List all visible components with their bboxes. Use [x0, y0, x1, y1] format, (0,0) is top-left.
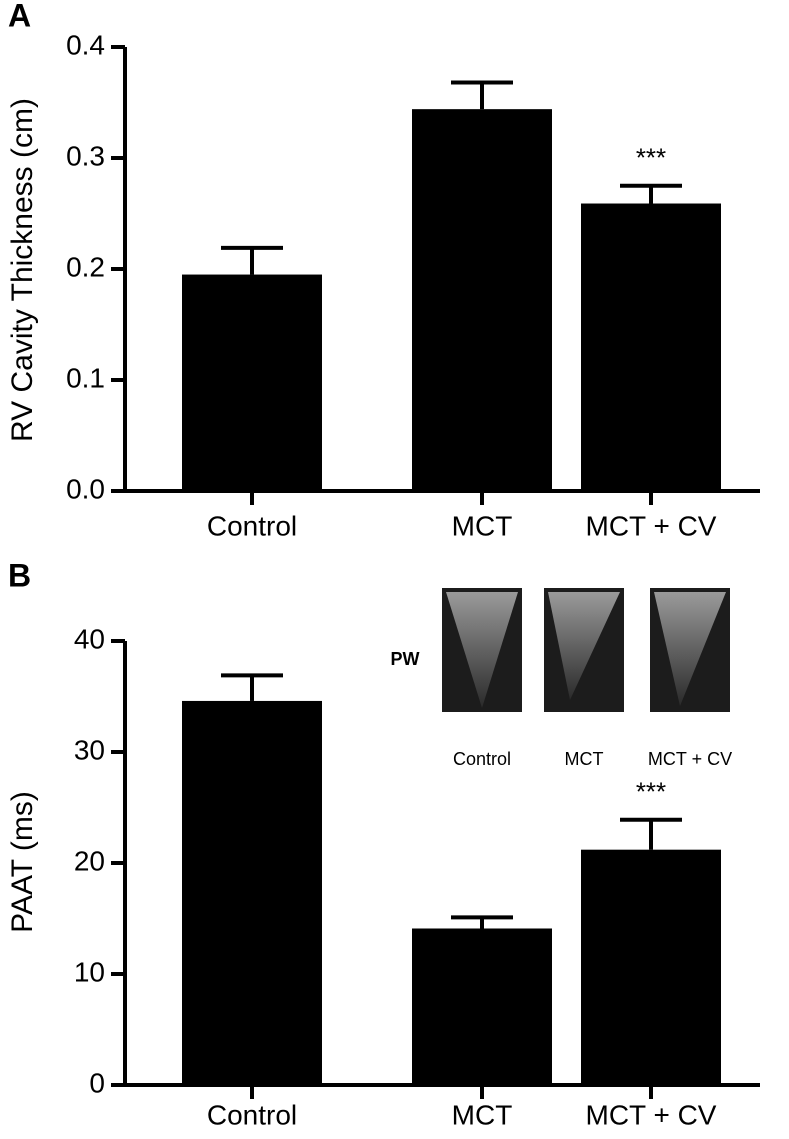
inset-caption: Control	[453, 749, 511, 769]
bar	[581, 849, 721, 1085]
y-axis-label: RV Cavity Thickness (cm)	[6, 98, 39, 442]
bar	[581, 203, 721, 491]
bar	[412, 928, 552, 1085]
ultrasound-image	[548, 592, 620, 700]
x-tick-label: MCT	[452, 510, 513, 541]
y-tick-label: 0.1	[66, 362, 105, 393]
y-tick-label: 0.3	[66, 140, 105, 171]
inset-label: PW	[391, 649, 420, 669]
ultrasound-image	[654, 592, 726, 706]
x-tick-label: MCT + CV	[586, 510, 717, 541]
x-tick-label: MCT	[452, 1099, 513, 1130]
x-tick-label: MCT + CV	[586, 1099, 717, 1130]
bar	[182, 700, 322, 1085]
inset-images	[442, 588, 730, 712]
x-tick-label: Control	[207, 1099, 297, 1130]
panel-label: B	[8, 557, 31, 593]
bar	[412, 109, 552, 491]
bar	[182, 274, 322, 491]
y-tick-label: 0.2	[66, 251, 105, 282]
y-tick-label: 0.4	[66, 29, 105, 60]
y-tick-label: 10	[74, 956, 105, 987]
y-tick-label: 30	[74, 734, 105, 765]
y-tick-label: 0	[89, 1067, 105, 1098]
ultrasound-image	[446, 592, 518, 708]
y-axis-label: PAAT (ms)	[6, 791, 39, 933]
inset-caption: MCT	[565, 749, 604, 769]
significance-annotation: ***	[636, 777, 666, 807]
x-tick-label: Control	[207, 510, 297, 541]
y-tick-label: 0.0	[66, 473, 105, 504]
significance-annotation: ***	[636, 143, 666, 173]
y-tick-label: 40	[74, 623, 105, 654]
y-tick-label: 20	[74, 845, 105, 876]
panel-label: A	[8, 0, 31, 33]
inset-caption: MCT + CV	[648, 749, 732, 769]
